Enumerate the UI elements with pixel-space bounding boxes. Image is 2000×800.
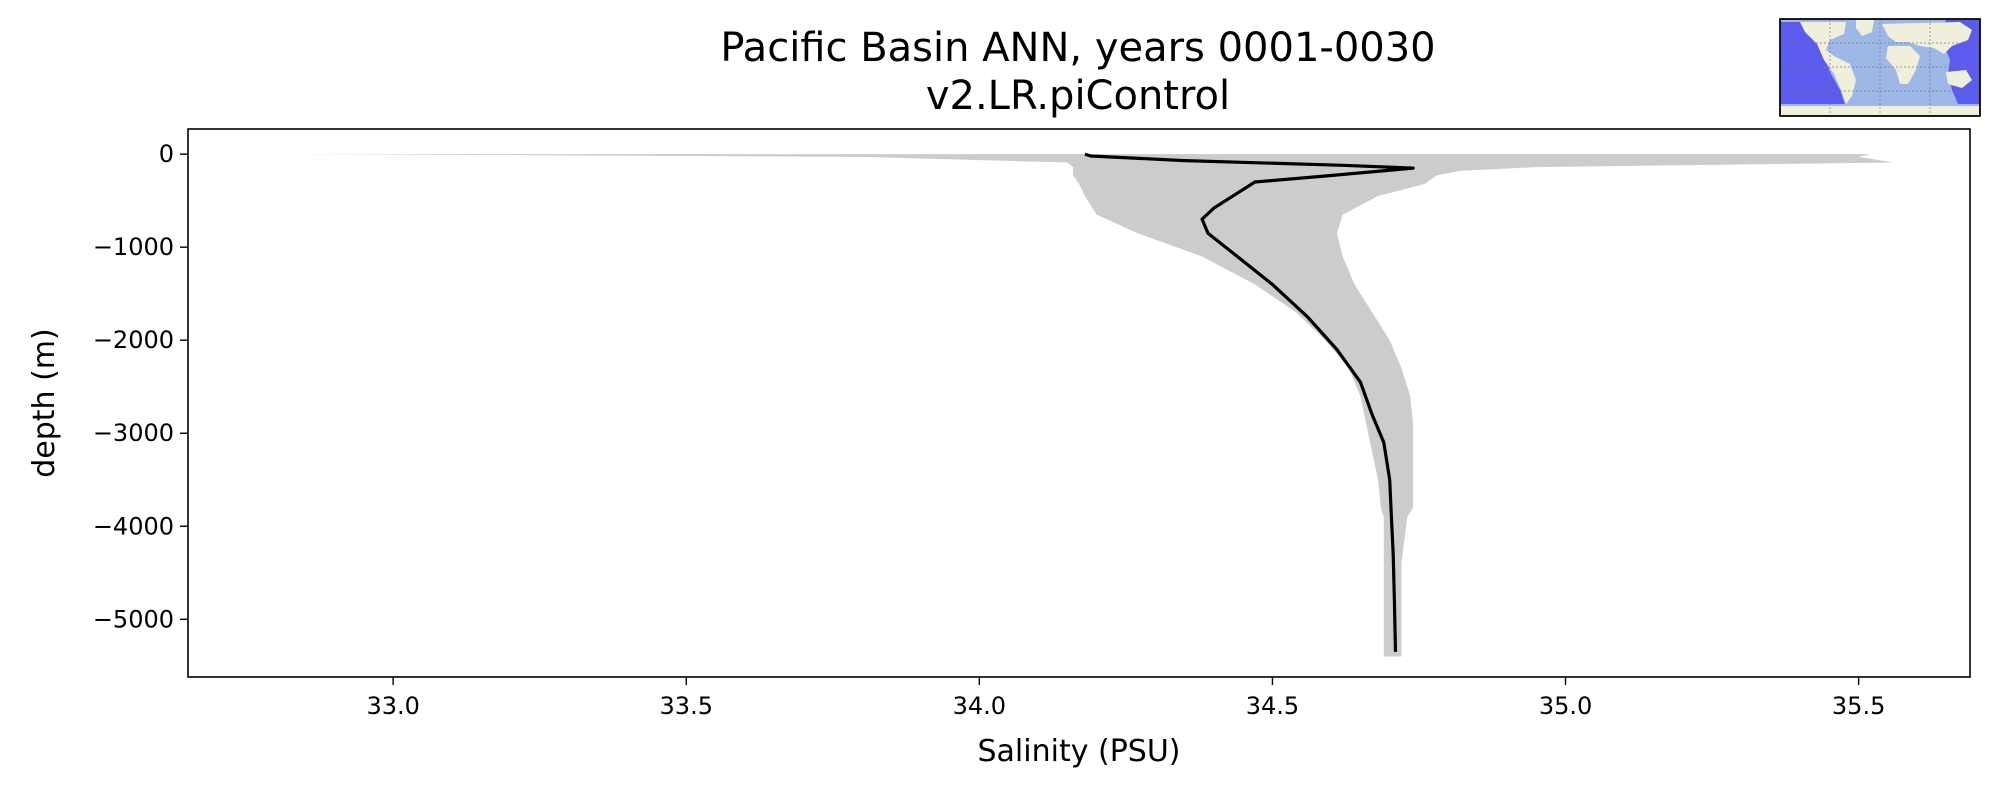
y-tick-label: −4000 (93, 512, 174, 540)
x-tick-label: 33.5 (660, 692, 713, 720)
y-tick-label: −1000 (93, 233, 174, 261)
chart-title: Pacific Basin ANN, years 0001-0030 (720, 25, 1435, 71)
plot-frame (187, 128, 1971, 678)
x-tick-label: 35.0 (1539, 692, 1592, 720)
chart-subtitle: v2.LR.piControl (926, 73, 1230, 119)
x-tick-label: 34.0 (953, 692, 1006, 720)
y-tick-label: 0 (159, 140, 174, 168)
y-tick-label: −5000 (93, 605, 174, 633)
mean-salinity-profile-line (1084, 152, 1415, 652)
x-tick-label: 35.5 (1832, 692, 1885, 720)
x-axis: 33.0 33.5 34.0 34.5 35.0 35.5 (366, 677, 1885, 720)
y-axis: 0 −1000 −2000 −3000 −4000 −5000 (93, 140, 188, 633)
plot-area (287, 152, 1894, 657)
y-axis-label: depth (m) (27, 328, 62, 478)
x-axis-label: Salinity (PSU) (978, 734, 1181, 769)
y-tick-label: −3000 (93, 419, 174, 447)
y-tick-label: −2000 (93, 326, 174, 354)
x-tick-label: 33.0 (366, 692, 419, 720)
x-tick-label: 34.5 (1246, 692, 1299, 720)
pacific-basin-mask-map (1779, 18, 1981, 117)
salinity-range-band (287, 154, 1894, 657)
